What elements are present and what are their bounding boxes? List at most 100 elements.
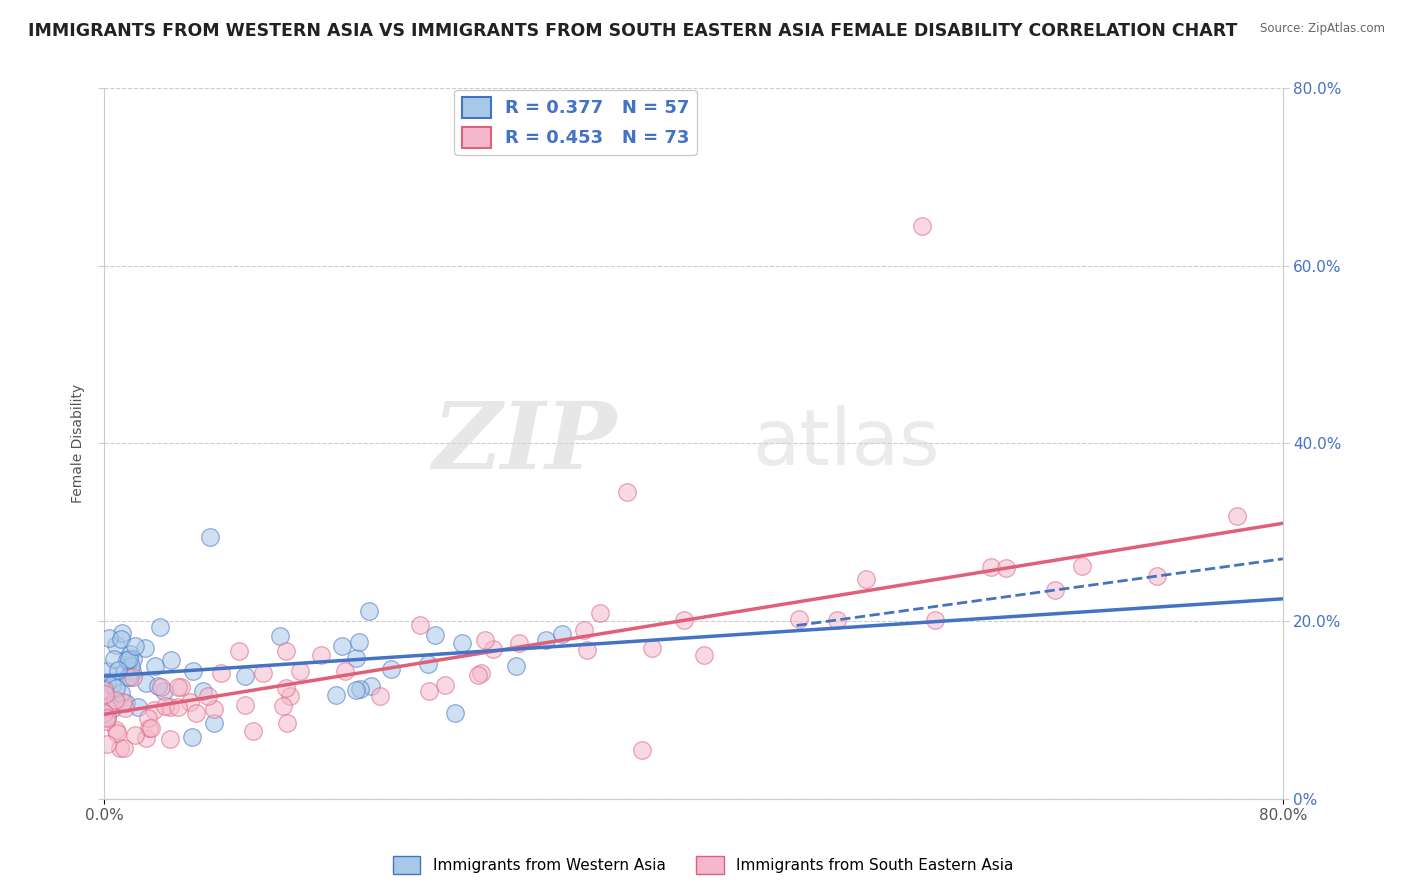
Point <box>204 715 226 730</box>
Point <box>911 219 934 233</box>
Point <box>118 670 141 684</box>
Point <box>825 613 848 627</box>
Point <box>110 686 132 700</box>
Point <box>1226 508 1249 523</box>
Point <box>589 606 612 620</box>
Point <box>995 560 1018 574</box>
Point <box>325 689 347 703</box>
Point <box>179 696 201 710</box>
Point <box>127 699 149 714</box>
Point <box>101 678 124 692</box>
Point <box>360 679 382 693</box>
Point <box>93 706 115 720</box>
Point <box>153 699 176 714</box>
Point <box>276 715 298 730</box>
Point <box>121 664 143 678</box>
Point <box>122 670 145 684</box>
Point <box>309 648 332 662</box>
Point <box>181 665 204 679</box>
Point <box>105 726 128 740</box>
Point <box>423 627 446 641</box>
Point <box>380 662 402 676</box>
Point <box>98 631 121 645</box>
Point <box>143 703 166 717</box>
Point <box>467 668 489 682</box>
Point <box>288 664 311 678</box>
Point <box>409 617 432 632</box>
Point <box>631 743 654 757</box>
Point <box>228 644 250 658</box>
Point <box>104 693 127 707</box>
Point <box>269 629 291 643</box>
Point <box>271 699 294 714</box>
Point <box>233 668 256 682</box>
Point <box>124 640 146 654</box>
Point <box>138 721 160 735</box>
Point <box>368 690 391 704</box>
Text: IMMIGRANTS FROM WESTERN ASIA VS IMMIGRANTS FROM SOUTH EASTERN ASIA FEMALE DISABI: IMMIGRANTS FROM WESTERN ASIA VS IMMIGRAN… <box>28 22 1237 40</box>
Point <box>470 666 492 681</box>
Point <box>693 648 716 662</box>
Point <box>166 680 188 694</box>
Point <box>855 572 877 586</box>
Point <box>184 706 207 720</box>
Point <box>278 689 301 703</box>
Point <box>159 700 181 714</box>
Point <box>344 651 367 665</box>
Point <box>112 741 135 756</box>
Point <box>198 530 221 544</box>
Point <box>120 658 142 673</box>
Point <box>135 676 157 690</box>
Point <box>242 723 264 738</box>
Point <box>93 683 115 698</box>
Point <box>233 698 256 713</box>
Point <box>787 612 810 626</box>
Point <box>118 648 141 662</box>
Point <box>107 663 129 677</box>
Point <box>96 701 118 715</box>
Y-axis label: Female Disability: Female Disability <box>72 384 86 503</box>
Point <box>104 723 127 738</box>
Point <box>433 678 456 692</box>
Point <box>1146 569 1168 583</box>
Point <box>122 651 145 665</box>
Point <box>616 485 638 500</box>
Point <box>451 636 474 650</box>
Point <box>136 711 159 725</box>
Point <box>572 623 595 637</box>
Point <box>335 665 357 679</box>
Point <box>536 633 558 648</box>
Point <box>1043 583 1066 598</box>
Point <box>153 684 176 698</box>
Point <box>209 665 232 680</box>
Point <box>576 643 599 657</box>
Point <box>114 664 136 678</box>
Point <box>117 671 139 685</box>
Point <box>149 680 172 694</box>
Point <box>101 701 124 715</box>
Point <box>149 619 172 633</box>
Point <box>980 560 1002 574</box>
Point <box>108 740 131 755</box>
Point <box>197 689 219 703</box>
Point <box>444 706 467 720</box>
Point <box>96 711 118 725</box>
Point <box>111 626 134 640</box>
Point <box>274 644 297 658</box>
Point <box>349 681 371 696</box>
Point <box>924 613 946 627</box>
Point <box>141 721 163 735</box>
Point <box>104 681 127 695</box>
Point <box>160 653 183 667</box>
Point <box>143 659 166 673</box>
Point <box>96 664 118 678</box>
Point <box>672 613 695 627</box>
Point <box>96 710 118 724</box>
Point <box>1071 559 1094 574</box>
Point <box>118 652 141 666</box>
Text: atlas: atlas <box>752 405 939 482</box>
Point <box>146 679 169 693</box>
Point <box>170 680 193 694</box>
Point <box>114 700 136 714</box>
Point <box>105 697 128 711</box>
